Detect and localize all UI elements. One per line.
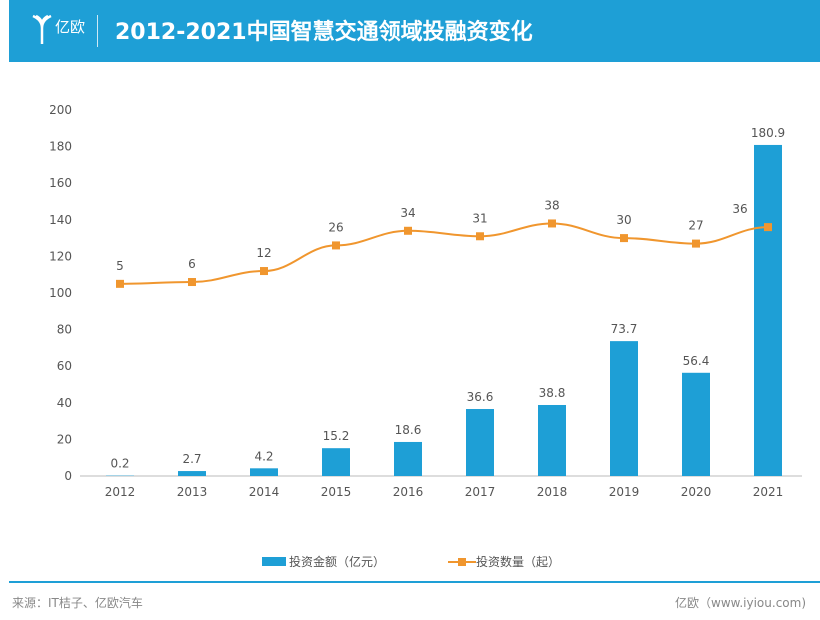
y-tick-label: 120 [49,249,72,263]
line-data-label: 5 [116,259,124,273]
header-banner: 亿欧 2012-2021中国智慧交通领域投融资变化 [9,0,820,62]
legend-amount: 投资金额（亿元） [262,553,385,570]
x-tick-label: 2017 [465,485,496,499]
bar [178,471,206,476]
line-point [764,223,772,232]
line-data-label: 34 [400,206,415,220]
line-point [548,219,556,228]
line-point [620,234,628,243]
line-data-label: 36 [732,202,747,216]
logo-text: 亿欧 [55,18,86,36]
legend-bar-swatch [262,557,286,566]
line-point [404,226,412,235]
legend-count-label: 投资数量（起） [476,555,561,569]
y-tick-label: 180 [49,140,72,154]
legend-count: 投资数量（起） [448,553,560,570]
line-point [332,241,340,250]
x-tick-label: 2021 [753,485,784,499]
line-point [260,267,268,276]
bar-data-label: 36.6 [467,390,494,404]
chart-title: 2012-2021中国智慧交通领域投融资变化 [115,20,533,45]
line-point [476,232,484,241]
line-point [188,278,196,287]
bar-data-label: 73.7 [611,322,638,336]
bar-data-label: 38.8 [539,386,566,400]
y-tick-label: 0 [64,469,72,483]
x-tick-label: 2014 [249,485,280,499]
bar [394,441,422,476]
x-tick-label: 2012 [105,485,136,499]
count-line [119,222,769,285]
chart: 0 20 40 60 80 100 120 140 160 180 200 2012 2013 2014 2… [49,103,802,499]
x-tick-label: 2018 [537,485,568,499]
site-text: 亿欧（www.iyiou.com) [675,596,806,610]
line-data-label: 27 [688,219,703,233]
bar [538,404,566,476]
bar-data-label: 2.7 [182,452,201,466]
bar [466,409,494,476]
x-tick-label: 2013 [177,485,208,499]
bar-data-label: 4.2 [254,449,273,463]
bar [754,144,782,476]
bar [250,468,278,476]
line-point [116,279,124,288]
bar [682,372,710,476]
line-point [692,239,700,248]
bar [322,448,350,476]
y-tick-label: 80 [57,323,72,337]
line-data-label: 31 [472,211,487,225]
bar-data-label: 18.6 [395,423,422,437]
legend-line-swatch [448,557,476,566]
legend-amount-label: 投资金额（亿元） [289,555,386,569]
bar-data-label: 15.2 [323,429,350,443]
y-tick-label: 20 [57,432,72,446]
y-tick-label: 100 [49,286,72,300]
x-tick-label: 2016 [393,485,424,499]
y-tick-label: 140 [49,213,72,227]
y-tick-label: 160 [49,176,72,190]
x-tick-label: 2019 [609,485,640,499]
footer-divider [9,581,820,583]
line-data-label: 26 [328,220,343,234]
yiou-logo-icon [32,14,52,44]
y-tick-label: 60 [57,359,72,373]
source-text: 来源：IT桔子、亿欧汽车 [12,596,143,610]
line-data-label: 30 [616,213,631,227]
divider [97,15,98,47]
bar [610,341,638,476]
line-data-label: 12 [256,246,271,260]
line-data-label: 6 [188,257,196,271]
line-data-label: 38 [544,198,559,212]
bar-data-label: 56.4 [683,354,710,368]
y-tick-label: 200 [49,103,72,117]
x-tick-label: 2020 [681,485,712,499]
x-tick-label: 2015 [321,485,352,499]
bar-data-label: 180.9 [751,126,785,140]
y-tick-label: 40 [57,396,72,410]
bar-data-label: 0.2 [110,457,129,471]
